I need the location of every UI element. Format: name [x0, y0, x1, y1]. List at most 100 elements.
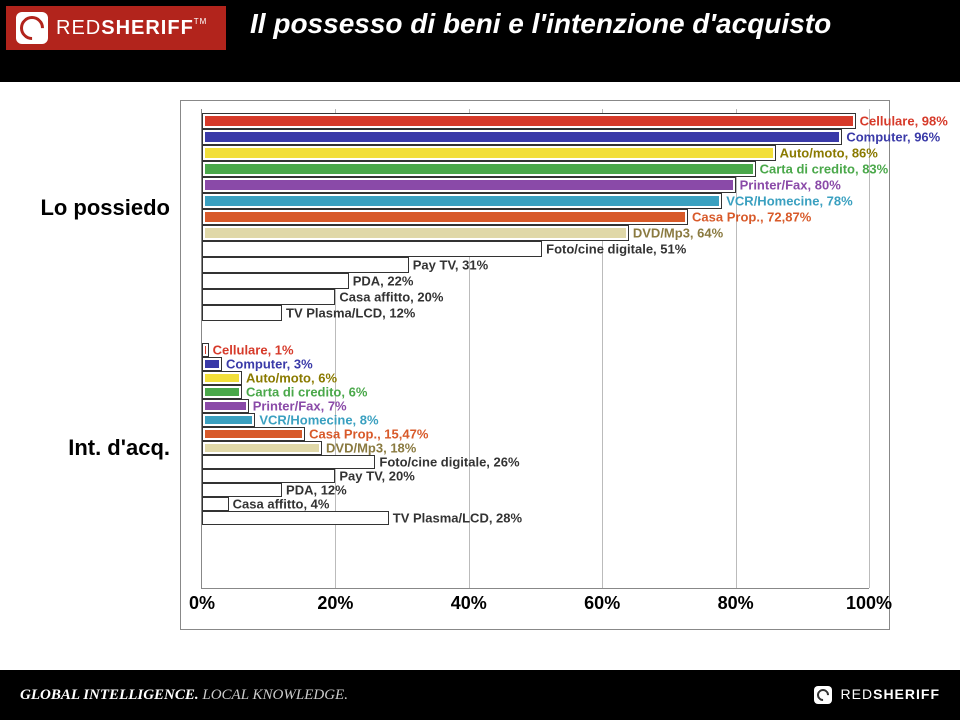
- x-axis-tick: 20%: [317, 593, 353, 614]
- bar-outline: [202, 289, 335, 305]
- gridline: [869, 109, 870, 588]
- bar-outline: [202, 273, 349, 289]
- bar-label: TV Plasma/LCD, 28%: [393, 511, 522, 526]
- bar-row: Casa Prop., 15,47%: [202, 427, 869, 441]
- bar-row: VCR/Homecine, 78%: [202, 193, 869, 209]
- bar-fill: [205, 444, 319, 452]
- bar-outline: [202, 177, 736, 193]
- bar-label: Carta di credito, 83%: [760, 162, 889, 177]
- bar-outline: [202, 497, 229, 511]
- bar-outline: [202, 371, 242, 385]
- footer-badge-icon: [814, 686, 832, 704]
- bar-label: Computer, 96%: [846, 130, 940, 145]
- bar-row: Printer/Fax, 7%: [202, 399, 869, 413]
- bar-row: Pay TV, 31%: [202, 257, 869, 273]
- bar-outline: [202, 511, 389, 525]
- footer-tagline: GLOBAL INTELLIGENCE. LOCAL KNOWLEDGE.: [20, 687, 348, 704]
- chart-plot: 0%20%40%60%80%100%Cellulare, 98%Computer…: [201, 109, 869, 589]
- bar-label: TV Plasma/LCD, 12%: [286, 306, 415, 321]
- bar-label: Pay TV, 31%: [413, 258, 488, 273]
- bar-outline: [202, 241, 542, 257]
- bar-row: Cellulare, 1%: [202, 343, 869, 357]
- bar-label: Casa Prop., 15,47%: [309, 427, 428, 442]
- bar-outline: [202, 225, 629, 241]
- bar-label: PDA, 12%: [286, 483, 347, 498]
- x-axis-tick: 60%: [584, 593, 620, 614]
- bar-row: Casa Prop., 72,87%: [202, 209, 869, 225]
- bar-row: Carta di credito, 83%: [202, 161, 869, 177]
- bar-outline: [202, 113, 856, 129]
- bar-outline: [202, 209, 688, 225]
- footer-logo: REDSHERIFF: [814, 686, 940, 704]
- bar-outline: [202, 193, 722, 209]
- group-label-int-acq: Int. d'acq.: [10, 435, 170, 461]
- bar-fill: [205, 164, 753, 174]
- footer-bar: GLOBAL INTELLIGENCE. LOCAL KNOWLEDGE. RE…: [0, 670, 960, 720]
- brand-badge-icon: [16, 12, 48, 44]
- bar-label: Casa affitto, 4%: [233, 497, 330, 512]
- bar-label: Auto/moto, 86%: [780, 146, 878, 161]
- bar-label: PDA, 22%: [353, 274, 414, 289]
- bar-fill: [205, 196, 719, 206]
- bar-row: DVD/Mp3, 18%: [202, 441, 869, 455]
- bar-fill: [205, 416, 252, 424]
- chart-frame: 0%20%40%60%80%100%Cellulare, 98%Computer…: [180, 100, 890, 630]
- bar-outline: [202, 129, 842, 145]
- bar-row: Casa affitto, 4%: [202, 497, 869, 511]
- bar-row: Foto/cine digitale, 26%: [202, 455, 869, 469]
- bar-label: Casa Prop., 72,87%: [692, 210, 811, 225]
- bar-outline: [202, 343, 209, 357]
- bar-row: Carta di credito, 6%: [202, 385, 869, 399]
- bar-label: Carta di credito, 6%: [246, 385, 367, 400]
- bar-row: DVD/Mp3, 64%: [202, 225, 869, 241]
- bar-row: Computer, 3%: [202, 357, 869, 371]
- bar-fill: [205, 212, 685, 222]
- bar-row: Computer, 96%: [202, 129, 869, 145]
- x-axis-tick: 0%: [189, 593, 215, 614]
- bar-row: Auto/moto, 86%: [202, 145, 869, 161]
- header-bar: REDSHERIFFTM Il possesso di beni e l'int…: [0, 0, 960, 82]
- bar-outline: [202, 145, 776, 161]
- bar-fill: [205, 374, 239, 382]
- bar-outline: [202, 257, 409, 273]
- x-axis-tick: 100%: [846, 593, 892, 614]
- bar-fill: [205, 388, 239, 396]
- bar-outline: [202, 399, 249, 413]
- bar-label: VCR/Homecine, 8%: [259, 413, 378, 428]
- bar-row: TV Plasma/LCD, 12%: [202, 305, 869, 321]
- bar-row: PDA, 22%: [202, 273, 869, 289]
- bar-row: VCR/Homecine, 8%: [202, 413, 869, 427]
- bar-label: Cellulare, 1%: [213, 343, 294, 358]
- bar-label: Computer, 3%: [226, 357, 313, 372]
- bar-fill: [205, 116, 853, 126]
- bar-outline: [202, 441, 322, 455]
- bar-label: Foto/cine digitale, 51%: [546, 242, 686, 257]
- bar-fill: [205, 148, 773, 158]
- bar-outline: [202, 385, 242, 399]
- slide: REDSHERIFFTM Il possesso di beni e l'int…: [0, 0, 960, 720]
- bar-label: Casa affitto, 20%: [339, 290, 443, 305]
- bar-fill: [205, 430, 302, 438]
- brand-name: REDSHERIFFTM: [56, 17, 207, 40]
- bar-outline: [202, 305, 282, 321]
- bar-row: Foto/cine digitale, 51%: [202, 241, 869, 257]
- brand-logo: REDSHERIFFTM: [6, 6, 226, 50]
- slide-title: Il possesso di beni e l'intenzione d'acq…: [250, 8, 831, 40]
- bar-row: Printer/Fax, 80%: [202, 177, 869, 193]
- bar-row: Pay TV, 20%: [202, 469, 869, 483]
- bar-fill: [205, 360, 219, 368]
- bar-row: PDA, 12%: [202, 483, 869, 497]
- bar-outline: [202, 455, 375, 469]
- bar-label: Auto/moto, 6%: [246, 371, 337, 386]
- bar-fill: [205, 228, 626, 238]
- bar-label: Cellulare, 98%: [860, 114, 948, 129]
- bar-label: Printer/Fax, 7%: [253, 399, 347, 414]
- bar-outline: [202, 469, 335, 483]
- bar-outline: [202, 413, 255, 427]
- bar-fill: [205, 180, 733, 190]
- bar-label: DVD/Mp3, 18%: [326, 441, 416, 456]
- bar-label: DVD/Mp3, 64%: [633, 226, 723, 241]
- bar-label: Foto/cine digitale, 26%: [379, 455, 519, 470]
- bar-outline: [202, 357, 222, 371]
- bar-label: Printer/Fax, 80%: [740, 178, 841, 193]
